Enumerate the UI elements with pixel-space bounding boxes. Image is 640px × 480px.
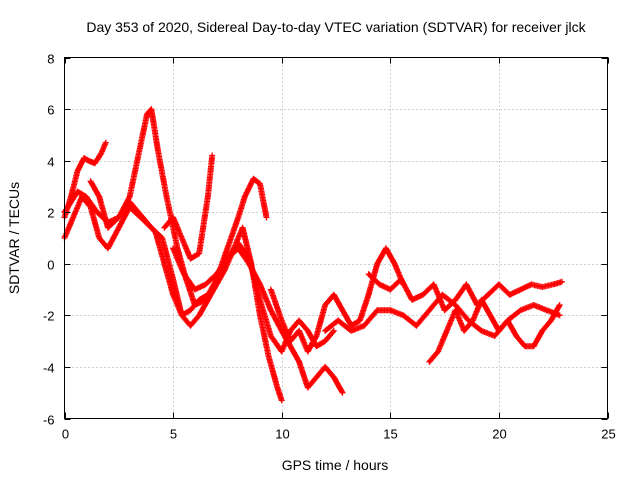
data-points	[61, 106, 565, 404]
point-markers	[365, 271, 565, 314]
x-tick-label: 5	[170, 427, 177, 442]
x-tick-label: 25	[601, 427, 615, 442]
x-tick-label: 10	[275, 427, 289, 442]
ticks: 0 5 10 15 20 25 -6 -4 -2 0 2 4 6 8	[43, 52, 616, 442]
series-sat-e	[161, 152, 216, 262]
chart-title: Day 353 of 2020, Sidereal Day-to-day VTE…	[86, 19, 586, 35]
y-tick-label: 8	[47, 52, 54, 67]
y-tick-label: -4	[43, 361, 55, 376]
y-tick-label: 4	[47, 155, 54, 170]
series-sat-g	[267, 245, 407, 355]
x-tick-label: 15	[383, 427, 397, 442]
point-markers	[426, 296, 563, 365]
series-sat-i	[365, 271, 565, 314]
series-sat-d	[87, 178, 285, 404]
plot-frame	[64, 57, 608, 419]
x-tick-label: 0	[62, 427, 69, 442]
point-markers	[170, 245, 346, 396]
y-tick-label: 6	[47, 103, 54, 118]
x-axis-label: GPS time / hours	[282, 457, 389, 473]
y-tick-label: 2	[47, 206, 54, 221]
series-sat-f	[170, 245, 346, 396]
y-tick-label: -6	[43, 413, 55, 428]
y-tick-label: 0	[47, 258, 54, 273]
x-tick-label: 20	[492, 427, 506, 442]
y-axis-label: SDTVAR / TECUs	[6, 182, 22, 294]
series-sat-j	[426, 296, 563, 365]
point-markers	[87, 178, 285, 404]
point-markers	[161, 152, 216, 262]
point-markers	[267, 245, 407, 355]
y-tick-label: -2	[43, 309, 55, 324]
